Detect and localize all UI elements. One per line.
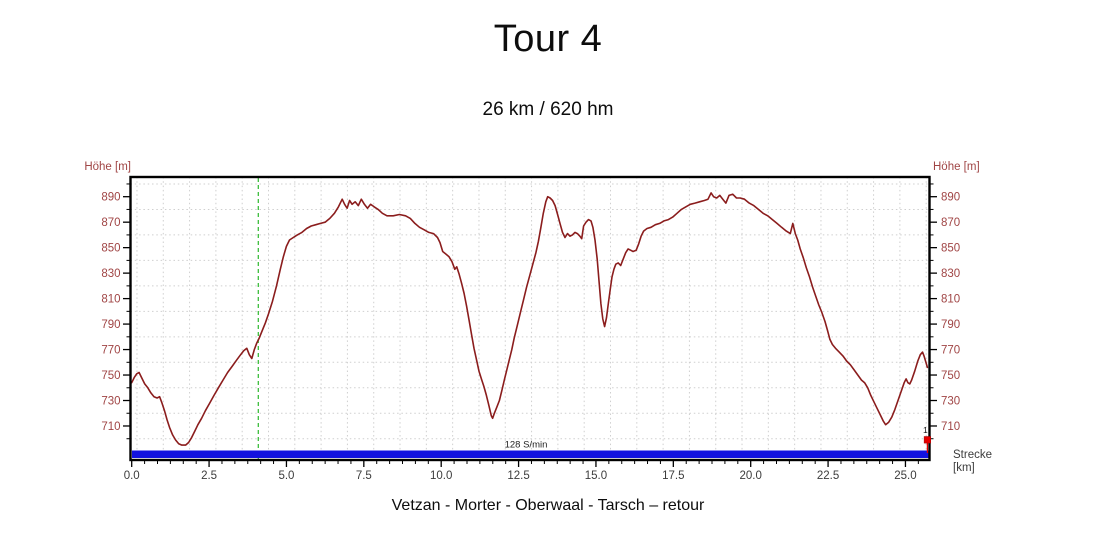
y-tick-label: 730 <box>101 396 120 408</box>
y-tick-labels: 710 710 730 730 750 750 770 770 790 790 810 810 830 8… <box>101 192 960 433</box>
page-caption: Vetzan - Morter - Oberwaal - Tarsch – re… <box>391 497 705 514</box>
y-tick-label: 870 <box>941 217 960 229</box>
y-tick-label: 890 <box>941 192 960 204</box>
page-subtitle: 26 km / 620 hm <box>482 99 614 120</box>
y-tick-label: 750 <box>941 370 960 382</box>
y-tick-label: 830 <box>941 268 960 280</box>
x-tick-label: 0.0 <box>124 470 140 482</box>
y-tick-label: 870 <box>101 217 120 229</box>
x-tick-labels: 0.0 2.5 5.0 7.5 10.0 12.5 15.0 17.5 20.0 22.5 25.0 <box>124 470 917 482</box>
x-tick-label: 5.0 <box>278 470 294 482</box>
cadence-value-label: 128 S/min <box>505 440 548 451</box>
y-tick-label: 790 <box>941 319 960 331</box>
y-tick-label: 710 <box>101 421 120 433</box>
x-axis-title-line: [km] <box>953 462 975 474</box>
x-axis-title: Strecke[km] <box>953 449 992 474</box>
waypoint-label: 1 <box>923 425 928 435</box>
x-tick-label: 20.0 <box>740 470 762 482</box>
y-tick-label: 790 <box>101 319 120 331</box>
x-tick-label: 2.5 <box>201 470 217 482</box>
x-tick-label: 12.5 <box>507 470 529 482</box>
plot-frame <box>129 175 931 462</box>
y-tick-label: 710 <box>941 421 960 433</box>
y-axis-title-left: Höhe [m] <box>84 161 131 173</box>
page-title: Tour 4 <box>493 18 603 60</box>
y-tick-label: 850 <box>941 243 960 255</box>
x-tick-label: 17.5 <box>662 470 684 482</box>
y-tick-label: 810 <box>101 294 120 306</box>
elevation-line <box>130 192 929 446</box>
x-axis-title-line: Strecke <box>953 449 992 461</box>
cadence-bar <box>132 450 929 458</box>
y-tick-label: 890 <box>101 192 120 204</box>
y-axis-title-right: Höhe [m] <box>933 161 980 173</box>
x-tick-label: 7.5 <box>356 470 372 482</box>
x-tick-label: 22.5 <box>817 470 839 482</box>
y-tick-label: 810 <box>941 294 960 306</box>
y-tick-label: 830 <box>101 268 120 280</box>
y-tick-label: 770 <box>101 345 120 357</box>
y-tick-label: 850 <box>101 243 120 255</box>
x-tick-label: 10.0 <box>430 470 452 482</box>
x-tick-label: 25.0 <box>894 470 916 482</box>
x-tick-label: 15.0 <box>585 470 607 482</box>
waypoint-marker <box>923 436 931 444</box>
y-tick-label: 770 <box>941 345 960 357</box>
axis-ticks <box>123 183 937 467</box>
y-tick-label: 730 <box>941 396 960 408</box>
gridlines <box>130 177 930 460</box>
y-tick-label: 750 <box>101 370 120 382</box>
